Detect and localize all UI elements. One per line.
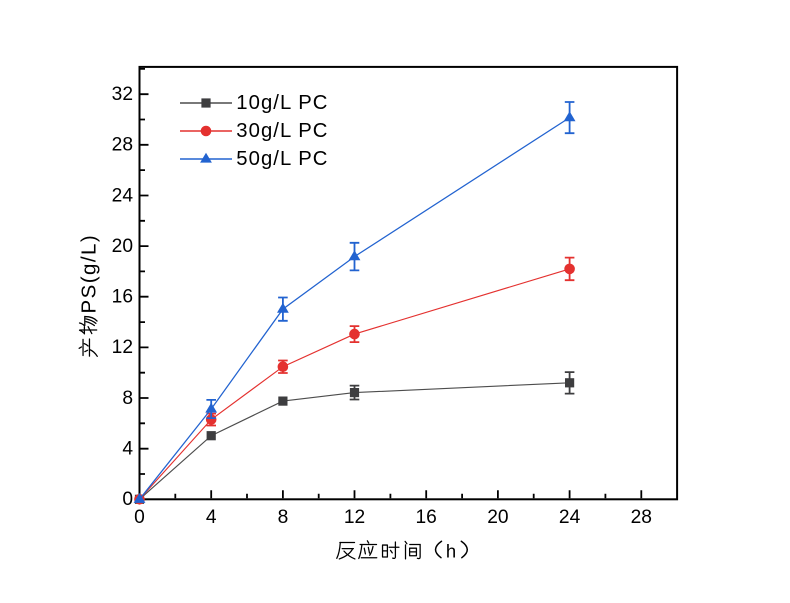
svg-text:10g/L PC: 10g/L PC xyxy=(236,92,328,114)
svg-text:4: 4 xyxy=(206,507,217,528)
svg-text:4: 4 xyxy=(122,439,133,460)
svg-text:8: 8 xyxy=(278,507,289,528)
svg-text:30g/L PC: 30g/L PC xyxy=(236,120,328,142)
svg-text:20: 20 xyxy=(112,236,133,257)
svg-text:12: 12 xyxy=(344,507,365,528)
svg-text:8: 8 xyxy=(122,388,133,409)
svg-text:0: 0 xyxy=(122,489,133,510)
svg-text:16: 16 xyxy=(416,507,437,528)
svg-text:24: 24 xyxy=(112,185,134,206)
svg-text:50g/L PC: 50g/L PC xyxy=(236,148,328,170)
svg-text:32: 32 xyxy=(112,84,133,105)
svg-text:24: 24 xyxy=(559,507,581,528)
svg-text:28: 28 xyxy=(631,507,652,528)
svg-text:16: 16 xyxy=(112,287,133,308)
svg-text:0: 0 xyxy=(134,507,145,528)
svg-text:12: 12 xyxy=(112,337,133,358)
svg-text:h: h xyxy=(446,541,456,562)
svg-text:PS(g/L): PS(g/L) xyxy=(77,234,100,314)
svg-text:20: 20 xyxy=(487,507,508,528)
svg-text:28: 28 xyxy=(112,135,133,156)
